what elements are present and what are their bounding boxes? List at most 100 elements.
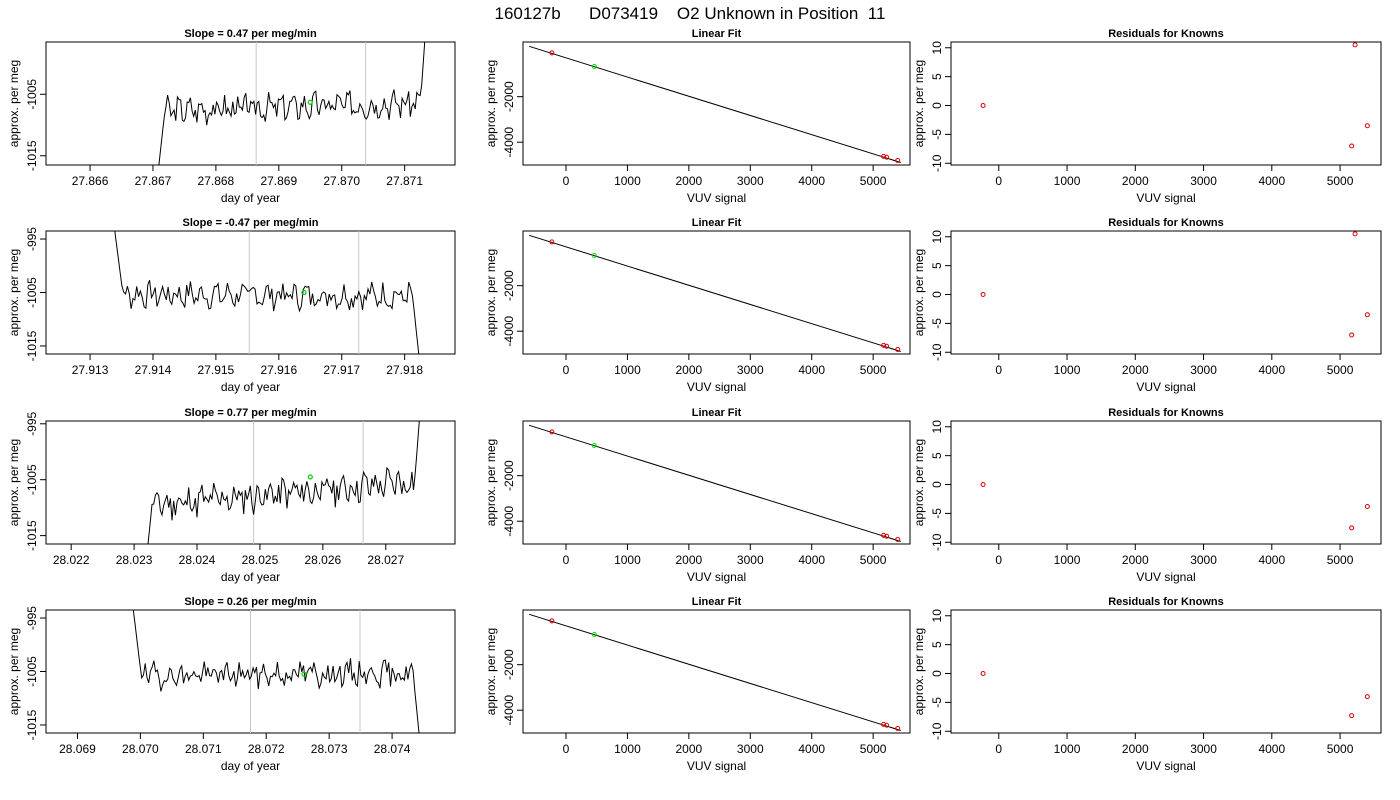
x-tick-label: 1000 — [1054, 363, 1081, 377]
x-axis-label: VUV signal — [1136, 570, 1195, 584]
plot-area — [980, 42, 1370, 149]
x-tick-label: 0 — [563, 363, 570, 377]
x-tick-label: 27.913 — [72, 363, 109, 377]
x-tick-label: 5000 — [860, 174, 887, 188]
y-tick-label: -1015 — [25, 520, 39, 551]
plot-frame — [522, 420, 911, 545]
data-point — [980, 292, 986, 298]
x-tick-label: 0 — [563, 553, 570, 567]
x-tick-label: 5000 — [860, 742, 887, 756]
x-axis-label: day of year — [221, 570, 280, 584]
data-point — [301, 671, 307, 677]
x-tick-label: 2000 — [1122, 553, 1149, 567]
x-tick-label: 3000 — [1190, 174, 1217, 188]
panel-5: Linear Fit 0 1000 2000 3000 4000 5000 -4000 -200… — [484, 28, 911, 205]
plot-frame — [522, 609, 911, 734]
x-tick-label: 28.025 — [242, 553, 279, 567]
x-tick-label: 0 — [995, 363, 1002, 377]
x-tick-label: 0 — [995, 553, 1002, 567]
y-tick-label: -1005 — [25, 464, 39, 495]
y-tick-label: -2000 — [502, 81, 516, 112]
x-axis-label: VUV signal — [1136, 759, 1195, 773]
x-tick-label: 27.914 — [135, 363, 172, 377]
plot-area — [980, 231, 1370, 338]
series-line — [132, 610, 420, 733]
data-point — [1349, 143, 1355, 149]
panel-9: Residuals for Knowns 0 1000 2000 3000 4000 500… — [912, 28, 1382, 205]
data-point — [881, 342, 887, 348]
y-tick-label: -4000 — [502, 127, 516, 158]
data-point — [1352, 231, 1358, 237]
panel-title: Slope = 0.26 per meg/min — [184, 596, 317, 608]
data-point — [1349, 332, 1355, 338]
x-tick-label: 3000 — [1190, 742, 1217, 756]
x-axis-label: VUV signal — [1136, 380, 1195, 394]
data-point — [884, 533, 890, 539]
data-point — [895, 725, 901, 731]
data-point — [549, 618, 555, 624]
plot-area — [980, 482, 1370, 531]
x-tick-label: 28.022 — [53, 553, 90, 567]
y-tick-label: 10 — [930, 230, 944, 244]
x-tick-label: 4000 — [798, 742, 825, 756]
series-line — [147, 421, 420, 544]
x-axis-label: VUV signal — [687, 191, 746, 205]
x-tick-label: 5000 — [860, 363, 887, 377]
x-tick-label: 3000 — [737, 363, 764, 377]
y-tick-label: -2000 — [502, 649, 516, 680]
plot-area — [147, 421, 420, 544]
x-tick-label: 1000 — [614, 742, 641, 756]
plot-frame — [45, 420, 456, 545]
y-tick-label: -1015 — [25, 709, 39, 740]
y-tick-label: -5 — [930, 318, 944, 329]
x-tick-label: 0 — [563, 742, 570, 756]
x-tick-label: 3000 — [737, 742, 764, 756]
data-point — [881, 721, 887, 727]
x-axis-label: day of year — [221, 380, 280, 394]
x-tick-label: 4000 — [1258, 174, 1285, 188]
x-tick-label: 2000 — [1122, 363, 1149, 377]
data-point — [549, 239, 555, 245]
panel-10: Residuals for Knowns 0 1000 2000 3000 4000 500… — [912, 217, 1382, 394]
y-tick-label: -5 — [930, 508, 944, 519]
y-tick-label: 10 — [930, 420, 944, 434]
y-axis-label: approx. per meg — [912, 628, 926, 715]
y-tick-label: 0 — [930, 670, 944, 677]
x-axis-label: day of year — [221, 759, 280, 773]
y-tick-label: -995 — [25, 227, 39, 251]
plot-area — [114, 231, 420, 354]
panel-3: Slope = 0.77 per meg/min 28.022 28.023 28.0… — [7, 407, 456, 584]
panel-4: Slope = 0.26 per meg/min 28.069 28.070 28.0… — [7, 596, 456, 773]
x-tick-label: 27.867 — [135, 174, 172, 188]
plot-frame — [522, 230, 911, 355]
y-tick-label: -5 — [930, 129, 944, 140]
panel-6: Linear Fit 0 1000 2000 3000 4000 5000 -4000 -200… — [484, 217, 911, 394]
x-tick-label: 0 — [563, 174, 570, 188]
x-axis-label: VUV signal — [687, 570, 746, 584]
data-point — [591, 442, 597, 448]
y-tick-label: 10 — [930, 41, 944, 55]
data-point — [1364, 312, 1370, 318]
panel-title: Residuals for Knowns — [1108, 28, 1224, 40]
x-tick-label: 3000 — [1190, 553, 1217, 567]
x-axis-label: VUV signal — [687, 759, 746, 773]
plot-area — [158, 42, 426, 165]
data-point — [1364, 123, 1370, 129]
x-tick-label: 28.024 — [179, 553, 216, 567]
plot-frame — [45, 41, 456, 166]
y-tick-label: 5 — [930, 262, 944, 269]
x-tick-label: 5000 — [860, 553, 887, 567]
x-tick-label: 2000 — [676, 553, 703, 567]
data-point — [980, 103, 986, 109]
panel-title: Linear Fit — [692, 28, 742, 40]
x-tick-label: 2000 — [676, 742, 703, 756]
x-tick-label: 3000 — [737, 553, 764, 567]
data-point — [549, 50, 555, 56]
x-axis-label: VUV signal — [1136, 191, 1195, 205]
y-axis-label: approx. per meg — [912, 60, 926, 147]
fit-line — [528, 613, 901, 731]
panel-title: Linear Fit — [692, 217, 742, 229]
x-tick-label: 28.073 — [311, 742, 348, 756]
y-tick-label: -4000 — [502, 506, 516, 537]
